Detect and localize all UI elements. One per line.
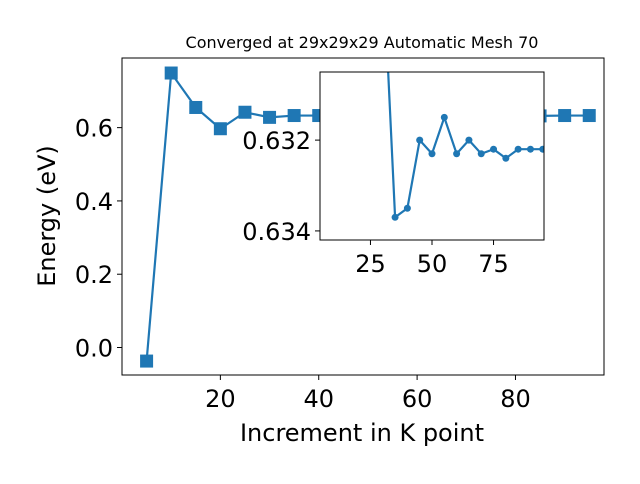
inset-y-tick-label: 0.634 bbox=[242, 218, 311, 246]
inset-data-point bbox=[502, 154, 510, 162]
inset-x-tick-label: 25 bbox=[355, 250, 386, 278]
main-axes: 20 40 60 80 0.0 0.2 0.4 0.6 Converged at 29x29x… bbox=[33, 33, 605, 447]
inset-axes: 25 50 75 0.632 0.634 bbox=[242, 71, 545, 278]
inset-series bbox=[387, 72, 544, 221]
y-axis-label: Energy (eV) bbox=[33, 145, 61, 287]
inset-data-point bbox=[403, 204, 411, 212]
inset-data-point bbox=[526, 145, 534, 153]
main-y-tick-label: 0.0 bbox=[75, 335, 113, 363]
main-data-point bbox=[582, 109, 596, 123]
main-y-tick-label: 0.6 bbox=[75, 115, 113, 143]
main-x-tick-label: 40 bbox=[303, 385, 334, 413]
inset-data-point bbox=[490, 145, 498, 153]
main-data-point bbox=[164, 66, 178, 80]
main-x-tick-label: 60 bbox=[402, 385, 433, 413]
inset-data-point bbox=[477, 150, 485, 158]
inset-data-point bbox=[416, 136, 424, 144]
inset-tick-group: 25 50 75 0.632 0.634 bbox=[242, 127, 509, 278]
inset-plot-frame bbox=[319, 71, 545, 241]
chart-title: Converged at 29x29x29 Automatic Mesh 70 bbox=[186, 33, 539, 52]
main-y-tick-label: 0.4 bbox=[75, 188, 113, 216]
main-data-point bbox=[287, 109, 301, 123]
inset-x-tick-label: 75 bbox=[478, 250, 509, 278]
main-data-point bbox=[140, 354, 154, 368]
main-x-tick-label: 80 bbox=[500, 385, 531, 413]
main-data-point bbox=[238, 105, 252, 119]
inset-y-tick-label: 0.632 bbox=[242, 127, 311, 155]
inset-x-tick-label: 50 bbox=[417, 250, 448, 278]
main-plot-frame bbox=[121, 57, 605, 376]
inset-data-point bbox=[391, 213, 399, 221]
main-data-point bbox=[263, 110, 277, 124]
x-axis-label: Increment in K point bbox=[240, 419, 484, 447]
main-data-point bbox=[558, 109, 572, 123]
main-data-point bbox=[189, 100, 203, 114]
main-y-tick-label: 0.2 bbox=[75, 261, 113, 289]
inset-data-point bbox=[453, 150, 461, 158]
inset-data-point bbox=[428, 150, 436, 158]
main-tick-group: 20 40 60 80 0.0 0.2 0.4 0.6 bbox=[75, 115, 531, 413]
main-x-tick-label: 20 bbox=[205, 385, 236, 413]
inset-data-point bbox=[440, 113, 448, 121]
inset-data-point bbox=[539, 145, 544, 153]
inset-data-point bbox=[465, 136, 473, 144]
main-data-point bbox=[213, 122, 227, 136]
inset-data-point bbox=[514, 145, 522, 153]
inset-series-group bbox=[387, 72, 544, 221]
